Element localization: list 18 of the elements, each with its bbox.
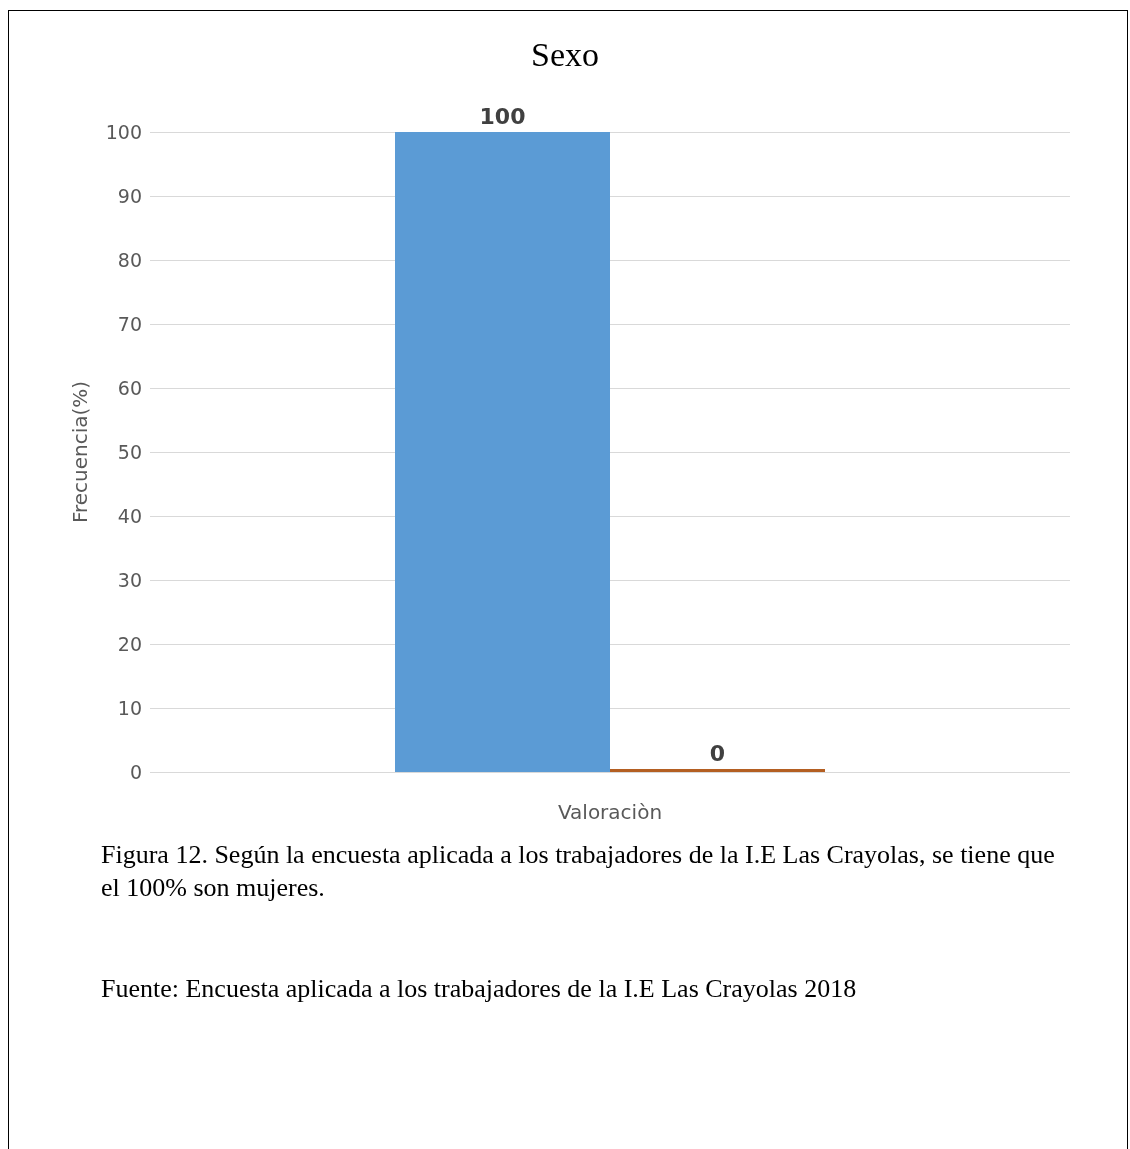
y-tick-label: 40: [117, 505, 142, 527]
data-label: 0: [709, 740, 726, 766]
y-tick-label: 30: [117, 569, 142, 591]
y-tick-label: 20: [117, 633, 142, 655]
y-tick-label: 60: [117, 377, 142, 399]
y-tick-label: 90: [117, 185, 142, 207]
y-tick-label: 70: [117, 313, 142, 335]
y-tick-label: 0: [129, 761, 142, 783]
y-tick-label: 100: [105, 121, 142, 143]
y-tick-label: 80: [117, 249, 142, 271]
y-tick-label: 50: [117, 441, 142, 463]
y-tick-label: 10: [117, 697, 142, 719]
source-note: Fuente: Encuesta aplicada a los trabajadores de la I.E Las Crayolas 2018: [101, 973, 858, 1005]
x-axis-title: Valoraciòn: [557, 800, 663, 824]
chart-title: Sexo: [531, 35, 599, 73]
text: Figura 12. Según la encuesta aplicada a los trabajadores de la I.E Las Crayolas, se tiene que el 100% son mujeres.: [101, 839, 1056, 904]
y-axis-title: Frecuencia(%): [68, 380, 92, 524]
data-label: 100: [479, 103, 526, 129]
